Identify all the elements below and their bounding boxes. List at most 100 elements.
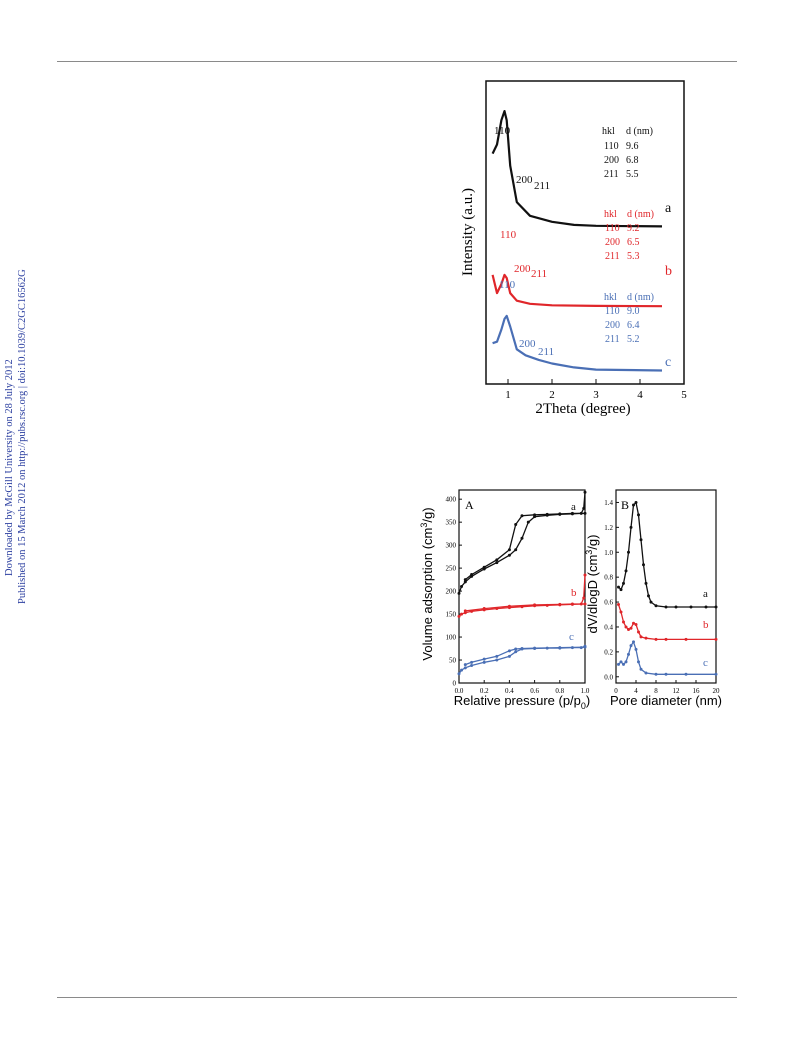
pore-size-x-axis: 0 4 8 12 16 20 [614,680,720,695]
isotherm-series-c-adsorption-point [514,650,518,654]
pore-size-y-tick-label: 0.8 [604,574,613,582]
pore-size-series-c-point [637,660,640,664]
pore-size-plot-frame [615,489,717,684]
isotherm-y-tick-label: 0 [453,680,457,688]
isotherm-series-a-desorption-line [464,512,585,581]
pore-size-series-b-point [639,635,643,639]
isotherm-series-b-adsorption-line [458,574,586,617]
xrd-c-table-d-3: 5.2 [627,334,640,345]
pore-size-series-b-point [714,637,718,641]
isotherm-series-b-desorption-point [533,603,537,607]
isotherm-series-a-desorption-point [583,511,587,515]
xrd-x-tick-label: 2 [549,389,555,401]
isotherm-series-c-desorption-line [465,646,586,666]
isotherm-series-a-adsorption-point [463,580,467,584]
xrd-c-hkl-table: hkl d (nm) 110 9.0 200 6.4 211 5.2 [604,292,654,345]
pore-size-x-tick-label: 8 [654,687,658,695]
xrd-x-axis-label: 2Theta (degree) [535,401,630,417]
xrd-c-table-header-hkl: hkl [604,292,617,303]
pore-size-series-a-point [647,594,650,598]
isotherm-series-a-label: a [571,501,576,513]
pore-size-series-b-point [624,625,628,629]
isotherm-series-b-desorption-point [583,602,587,606]
pore-size-y-tick-label: 1.2 [604,524,613,532]
pore-size-x-tick-label: 0 [614,687,618,695]
pore-size-x-axis-label: Pore diameter (nm) [610,693,722,708]
xrd-y-axis-label: Intensity (a.u.) [460,188,476,276]
xrd-b-peak-211: 211 [531,268,547,280]
pore-size-y-tick-label: 0.6 [604,599,613,607]
pore-size-y-axis-label: dV/dlogD (cm3/g) [584,535,600,634]
isotherm-y-tick-label: 200 [446,588,457,596]
isotherm-series-c-desorption-point [514,647,518,651]
xrd-b-hkl-table: hkl d (nm) 110 9.2 200 6.5 211 5.3 [604,209,654,262]
xrd-a-table-header-d: d (nm) [626,126,653,137]
header-rule [57,61,737,62]
pore-size-y-tick-label: 1.4 [604,499,613,507]
pore-size-series-c-point [622,662,625,666]
isotherm-series-c-desorption-point [558,646,562,650]
pore-size-series-a-point [664,605,668,609]
isotherm-x-tick-label: 0.2 [480,687,489,695]
pore-size-series-b-point [637,630,640,634]
xrd-a-table-hkl-3: 211 [604,169,619,180]
pore-size-series-a-point [654,604,658,608]
xrd-c-peak-110: 110 [499,279,516,291]
xrd-x-axis: 1 2 3 4 5 [505,379,687,401]
xrd-a-table-d-3: 5.5 [626,169,639,180]
isotherm-chart: A 0.0 0.2 0.4 0.6 0.8 1.0 0 50 100 150 200 250 300 3… [419,489,590,711]
xrd-c-table-hkl-2: 200 [605,320,620,331]
xrd-a-table-d-2: 6.8 [626,155,639,166]
isotherm-x-tick-label: 1.0 [581,687,590,695]
isotherm-series-a-adsorption-line [458,492,586,594]
xrd-a-table-header-hkl: hkl [602,126,615,137]
pore-size-series-b-point [627,627,630,631]
pore-size-x-tick-label: 16 [693,687,701,695]
pore-size-series-b-point [684,637,688,641]
isotherm-series-a-adsorption-point [495,561,499,565]
pore-size-series-b-point [632,621,635,625]
xrd-b-table-header-d: d (nm) [627,209,654,220]
pore-size-series-a-point [627,550,630,554]
isotherm-series-c-desorption-point [482,657,486,661]
isotherm-series-c-adsorption-point [460,668,464,672]
pore-size-series-a-point [617,585,620,589]
pore-size-series-a-point [674,605,678,609]
xrd-a-table-d-1: 9.6 [626,141,639,152]
isotherm-series-a-desorption-point [495,558,499,562]
isotherm-y-axis-label: Volume adsorption (cm3/g) [419,507,435,660]
isotherm-series-a-desorption-point [533,513,537,517]
isotherm-series-b-adsorption-point [583,573,587,577]
pore-size-series-a-point [632,503,635,507]
pore-size-series-b-label: b [703,619,709,631]
isotherm-series-a-adsorption-point [526,520,530,524]
pore-size-y-axis: 0.0 0.2 0.4 0.6 0.8 1.0 1.2 1.4 [604,499,619,681]
xrd-a-hkl-table: hkl d (nm) 110 9.6 200 6.8 211 5.5 [602,126,653,180]
xrd-b-table-hkl-1: 110 [605,223,620,234]
pore-size-series-b-point [622,620,625,624]
xrd-a-peak-110: 110 [494,125,511,137]
xrd-chart: 1 2 3 4 5 2Theta (degree) Intensity (a.u.) 1… [460,80,687,417]
xrd-b-peak-110: 110 [500,229,517,241]
xrd-b-table-d-3: 5.3 [627,251,640,262]
isotherm-series-a-desorption-point [520,514,524,518]
pore-size-x-tick-label: 20 [713,687,721,695]
pore-size-series-b-point [619,610,623,614]
isotherm-y-tick-label: 100 [446,634,457,642]
isotherm-series-a-adsorption-point [583,490,587,494]
pore-size-series-c-point [634,647,638,651]
pore-size-series-group [617,500,718,676]
isotherm-series-a-adsorption-point [457,591,461,595]
pore-size-series-a-point [629,525,633,529]
xrd-a-peak-200: 200 [516,174,533,186]
pore-size-series-c-point [644,671,648,675]
pore-size-series-a-point [637,513,640,517]
xrd-b-table-hkl-3: 211 [605,251,620,262]
isotherm-series-b-adsorption-point [460,612,464,616]
isotherm-series-a-adsorption-point [514,548,518,552]
xrd-c-table-d-1: 9.0 [627,306,640,317]
pore-size-panel-letter: B [621,498,629,512]
isotherm-series-b-adsorption-point [457,614,461,618]
isotherm-series-c-desorption-point [470,660,474,664]
